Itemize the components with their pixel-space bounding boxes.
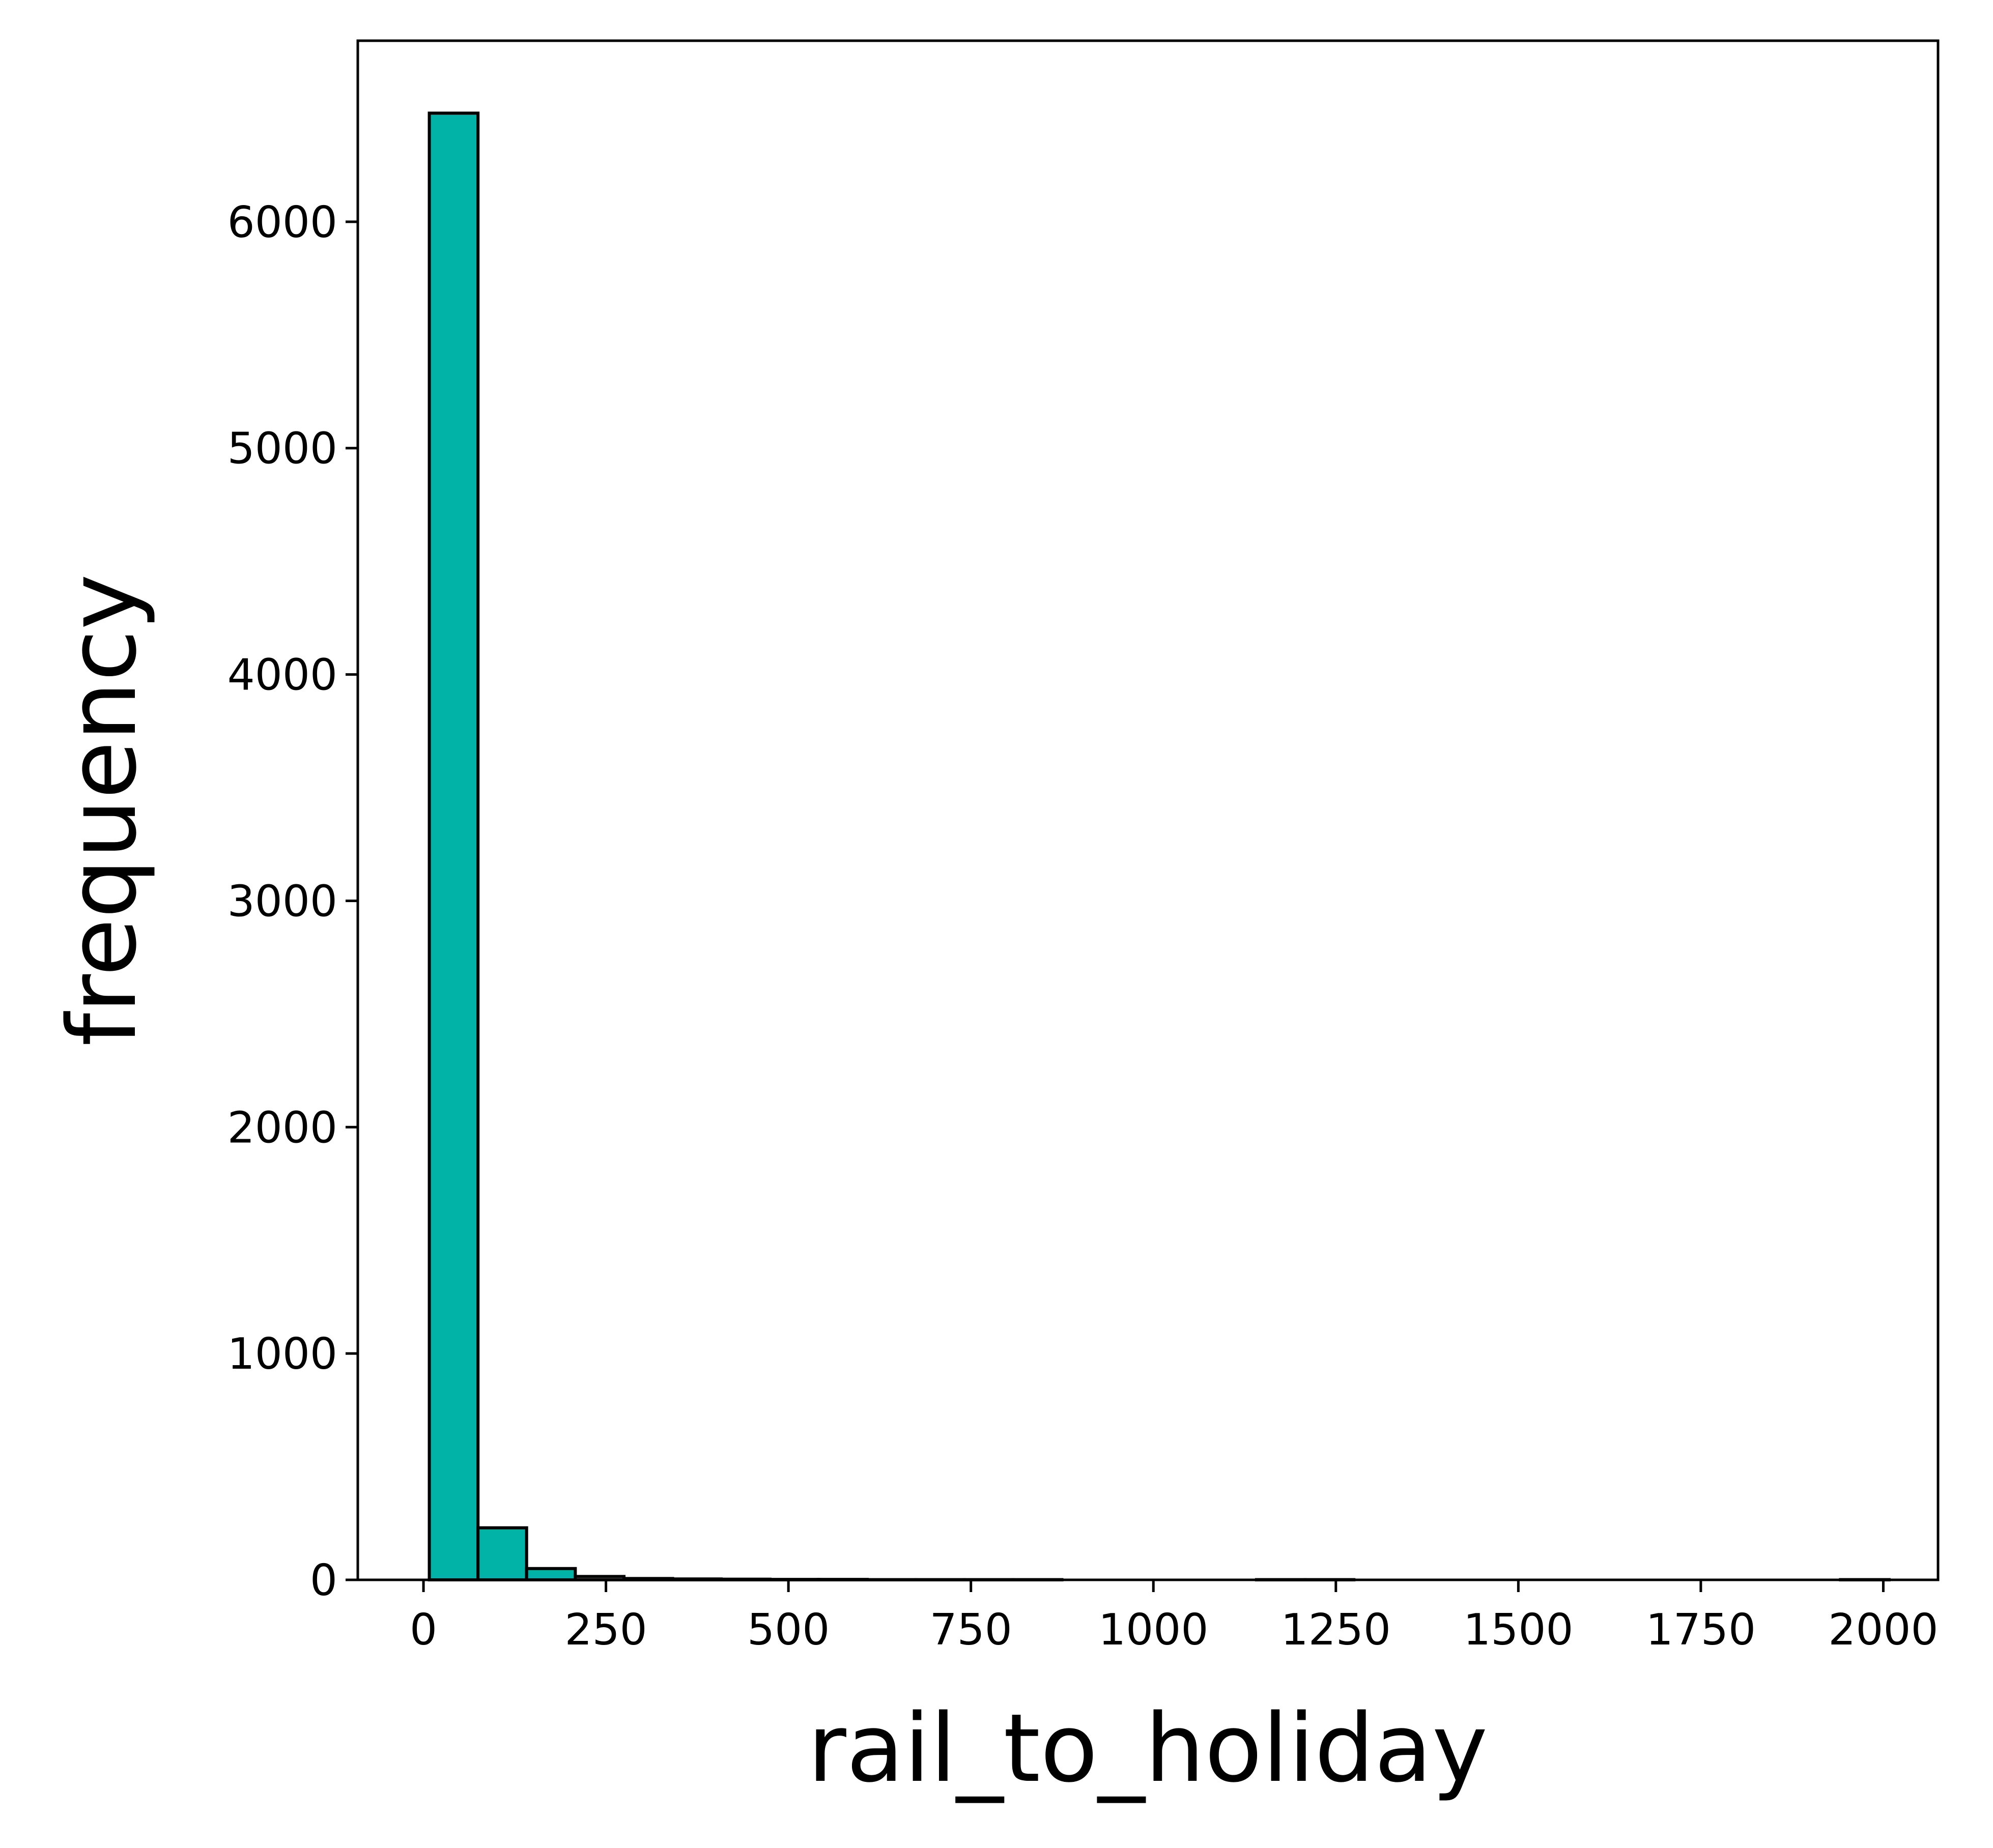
y-tick-label: 5000: [227, 424, 337, 474]
x-tick-label: 2000: [1828, 1605, 1938, 1655]
histogram-bar: [476, 1526, 528, 1582]
plot-frame: [356, 39, 1940, 1581]
x-tick-label: 250: [564, 1605, 647, 1655]
y-tick-label: 4000: [227, 650, 337, 701]
y-axis-label: frequency: [47, 574, 157, 1046]
y-tick-label: 2000: [227, 1103, 337, 1153]
histogram-bar: [428, 111, 480, 1581]
y-tick-label: 6000: [227, 197, 337, 248]
histogram-bar: [525, 1567, 577, 1581]
x-tick-label: 1000: [1098, 1605, 1208, 1655]
y-tick-label: 3000: [227, 876, 337, 927]
x-tick-label: 750: [930, 1605, 1012, 1655]
ticks-layer: 0 250 500 750 1000 1250 1500 1750 2000 0 1000 2000 3…: [227, 197, 1939, 1655]
x-tick-label: 0: [410, 1605, 437, 1655]
bars-layer: [428, 111, 1891, 1582]
x-tick-label: 1500: [1463, 1605, 1573, 1655]
x-tick-label: 1750: [1646, 1605, 1756, 1655]
y-tick-label: 1000: [227, 1329, 337, 1379]
x-tick-label: 1250: [1281, 1605, 1391, 1655]
x-axis-label: rail_to_holiday: [808, 1693, 1488, 1803]
x-tick-label: 500: [747, 1605, 830, 1655]
y-tick-label: 0: [310, 1555, 337, 1606]
